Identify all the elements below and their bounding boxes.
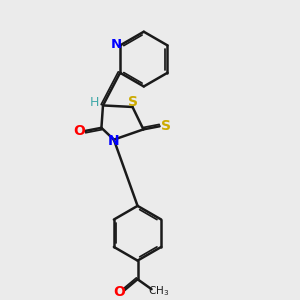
Text: S: S [161,119,171,133]
Text: O: O [74,124,85,138]
Text: CH$_3$: CH$_3$ [148,284,169,298]
Text: H: H [90,96,99,109]
Text: N: N [108,134,120,148]
Text: O: O [113,285,125,299]
Text: S: S [128,95,137,109]
Text: N: N [111,38,122,51]
